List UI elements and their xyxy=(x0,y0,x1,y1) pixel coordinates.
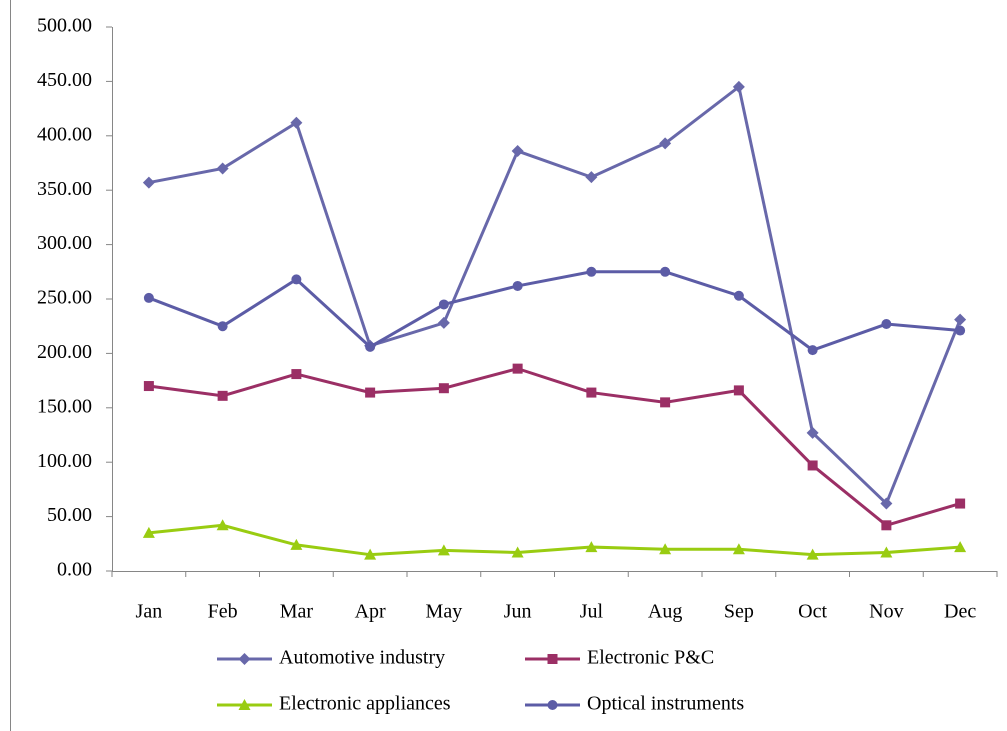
marker xyxy=(660,397,671,408)
x-tick-label: Sep xyxy=(724,601,754,623)
marker xyxy=(291,369,302,380)
marker xyxy=(807,460,818,471)
marker xyxy=(143,381,154,392)
marker xyxy=(659,543,672,555)
marker xyxy=(880,546,893,558)
marker xyxy=(732,543,745,555)
x-tick-label: Oct xyxy=(798,601,827,623)
legend-label: Electronic P&C xyxy=(587,647,714,669)
x-tick-label: Feb xyxy=(208,601,238,623)
marker xyxy=(217,321,228,332)
marker xyxy=(438,299,449,310)
x-tick-label: Mar xyxy=(280,601,314,623)
marker xyxy=(142,526,155,538)
y-tick-label: 500.00 xyxy=(37,15,92,37)
y-tick-label: 400.00 xyxy=(37,123,92,145)
marker xyxy=(238,653,251,665)
legend-label: Optical instruments xyxy=(587,693,744,715)
legend-label: Electronic appliances xyxy=(279,693,451,715)
marker xyxy=(881,520,892,531)
x-tick-label: Jun xyxy=(504,601,532,623)
legend-label: Automotive industry xyxy=(279,647,445,669)
marker xyxy=(881,319,892,330)
y-tick-label: 200.00 xyxy=(37,341,92,363)
y-tick-label: 0.00 xyxy=(57,559,92,581)
marker xyxy=(586,266,597,277)
marker xyxy=(238,699,251,710)
marker xyxy=(807,345,818,356)
marker xyxy=(511,546,524,558)
y-tick-label: 250.00 xyxy=(37,287,92,309)
marker xyxy=(733,385,744,396)
x-tick-label: Apr xyxy=(355,601,386,623)
marker xyxy=(437,316,450,329)
marker xyxy=(142,176,155,189)
x-tick-label: May xyxy=(426,601,463,623)
marker xyxy=(733,290,744,301)
marker xyxy=(585,541,598,553)
series-line xyxy=(148,367,961,527)
marker xyxy=(216,162,229,175)
y-tick-label: 300.00 xyxy=(37,232,92,254)
marker xyxy=(365,387,376,398)
marker xyxy=(955,325,966,336)
marker xyxy=(290,116,303,129)
marker xyxy=(955,498,966,509)
marker xyxy=(586,387,597,398)
marker xyxy=(659,137,672,150)
x-tick-label: Jul xyxy=(580,601,604,623)
marker xyxy=(291,274,302,285)
y-tick-label: 100.00 xyxy=(37,450,92,472)
marker xyxy=(365,341,376,352)
marker xyxy=(512,363,523,374)
series-line xyxy=(148,84,962,507)
x-tick-label: Jan xyxy=(136,601,163,623)
marker xyxy=(143,292,154,303)
x-tick-label: Dec xyxy=(944,601,976,623)
marker xyxy=(806,426,819,439)
marker xyxy=(806,548,819,560)
x-tick-label: Nov xyxy=(869,601,903,623)
series-line xyxy=(148,270,961,352)
marker xyxy=(880,497,893,510)
marker xyxy=(216,519,229,531)
y-tick-label: 350.00 xyxy=(37,178,92,200)
y-tick-label: 450.00 xyxy=(37,69,92,91)
marker xyxy=(954,541,967,553)
marker xyxy=(364,548,377,560)
marker xyxy=(660,266,671,277)
y-tick-label: 50.00 xyxy=(47,504,92,526)
y-tick-label: 150.00 xyxy=(37,395,92,417)
marker xyxy=(290,538,303,550)
marker xyxy=(438,383,449,394)
marker xyxy=(732,80,745,93)
marker xyxy=(547,654,558,664)
x-tick-label: Aug xyxy=(648,601,682,623)
series-line xyxy=(148,523,961,557)
marker xyxy=(512,280,523,291)
marker xyxy=(217,390,228,401)
marker xyxy=(511,145,524,158)
marker xyxy=(547,700,558,710)
marker xyxy=(437,544,450,556)
marker xyxy=(585,171,598,184)
marker xyxy=(954,313,967,326)
